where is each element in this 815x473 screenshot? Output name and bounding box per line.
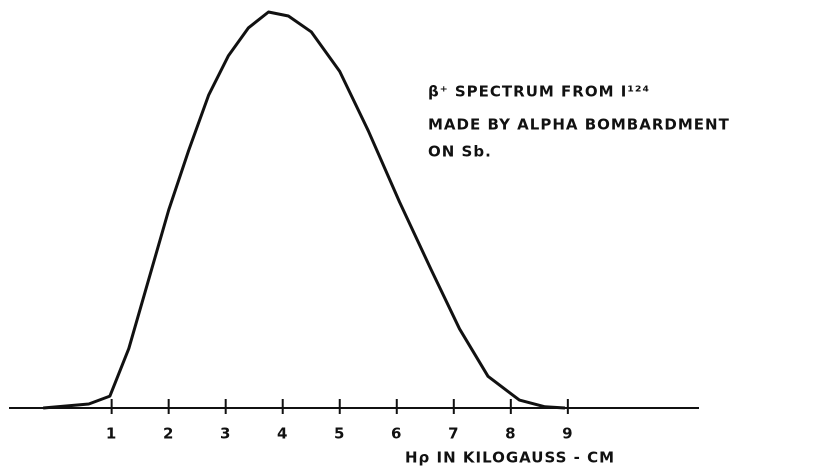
x-tick-label: 7 [448, 425, 459, 443]
x-tick-label: 1 [106, 425, 117, 443]
x-tick-label: 5 [334, 425, 345, 443]
subtitle: ON Sb. [428, 143, 492, 161]
x-tick-label: 2 [163, 425, 174, 443]
spectrum-line [43, 10, 566, 410]
x-tick-label: 6 [391, 425, 402, 443]
x-tick-label: 9 [562, 425, 573, 443]
chart-title: β⁺ SPECTRUM FROM I¹²⁴ [428, 83, 650, 101]
x-tick-label: 3 [220, 425, 231, 443]
x-tick-label: 8 [505, 425, 516, 443]
x-tick-label: 4 [277, 425, 288, 443]
subtitle: MADE BY ALPHA BOMBARDMENT [428, 116, 730, 134]
x-axis-label: Hρ IN KILOGAUSS - CM [405, 449, 615, 467]
